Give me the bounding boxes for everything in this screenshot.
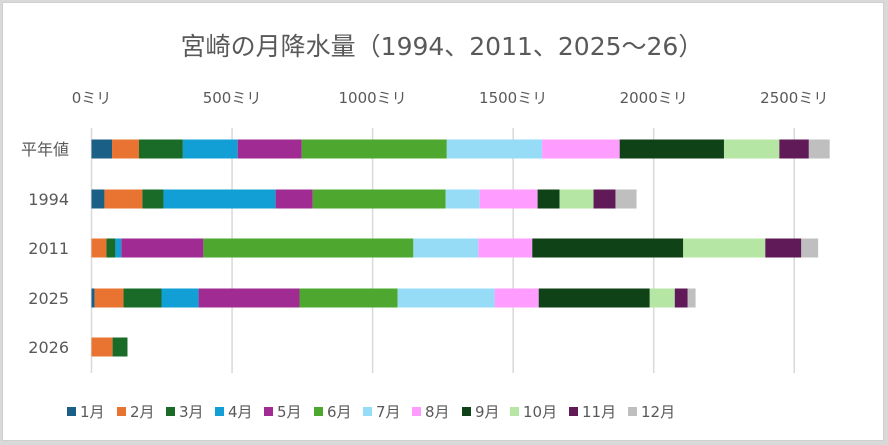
legend-swatch — [462, 407, 471, 416]
legend-label: 1月 — [80, 403, 105, 421]
bars — [91, 139, 830, 357]
legend-swatch — [166, 407, 175, 416]
legend-swatch — [314, 407, 323, 416]
bar-segment — [723, 139, 780, 159]
legend-swatch — [264, 407, 273, 416]
bar-segment — [538, 288, 650, 308]
y-axis-category-labels: 平年値 1994 2011 2025 2026 — [21, 140, 69, 357]
chart-title: 宮崎の月降水量（1994、2011、2025～26） — [181, 32, 704, 61]
bar-segment — [163, 189, 276, 209]
legend-label: 3月 — [179, 403, 204, 421]
bar-segment — [123, 288, 162, 308]
bar-segment — [494, 288, 539, 308]
bar-segment — [765, 238, 802, 258]
legend-swatch — [569, 407, 578, 416]
x-tick-label: 500ミリ — [203, 89, 262, 107]
bar-segment — [619, 139, 724, 159]
bar-segment — [446, 139, 543, 159]
bar-segment — [537, 189, 560, 209]
bar-segment — [542, 139, 620, 159]
bar-segment — [104, 189, 143, 209]
bar-segment — [397, 288, 495, 308]
legend-label: 4月 — [228, 403, 253, 421]
legend-swatch — [510, 407, 519, 416]
bar-segment — [91, 288, 95, 308]
bar-segment — [198, 288, 300, 308]
legend-label: 9月 — [475, 403, 500, 421]
bar-segment — [683, 238, 766, 258]
category-label: 1994 — [28, 190, 69, 209]
bar-segment — [182, 139, 238, 159]
legend-label: 6月 — [327, 403, 352, 421]
legend-label: 11月 — [582, 403, 616, 421]
bar-segment — [91, 189, 105, 209]
bar-segment — [91, 238, 107, 258]
bar-segment — [801, 238, 819, 258]
bar-segment — [121, 238, 204, 258]
bar-segment — [479, 189, 538, 209]
bar-segment — [94, 288, 124, 308]
legend-swatch — [117, 407, 126, 416]
bar-segment — [808, 139, 830, 159]
bar-segment — [161, 288, 199, 308]
legend-label: 2月 — [130, 403, 155, 421]
bar-segment — [478, 238, 533, 258]
bar-segment — [112, 139, 140, 159]
chart-svg: 宮崎の月降水量（1994、2011、2025～26） 0ミリ 500ミリ 1000ミ… — [21, 32, 830, 421]
bar-segment — [687, 288, 696, 308]
legend-label: 7月 — [376, 403, 401, 421]
x-axis-tick-labels: 0ミリ 500ミリ 1000ミリ 1500ミリ 2000ミリ 2500ミリ — [72, 89, 829, 107]
bar-segment — [559, 189, 594, 209]
bar-segment — [312, 189, 446, 209]
bar-segment — [139, 139, 183, 159]
bar-segment — [106, 238, 116, 258]
bar-segment — [115, 238, 122, 258]
legend-label: 10月 — [523, 403, 557, 421]
bar-segment — [674, 288, 688, 308]
bar-segment — [91, 337, 113, 357]
bar-segment — [301, 139, 447, 159]
x-tick-label: 0ミリ — [72, 89, 112, 107]
bar-segment — [142, 189, 164, 209]
bar-segment — [91, 139, 113, 159]
category-label: 2011 — [28, 239, 69, 258]
category-label: 平年値 — [21, 140, 69, 159]
bar-segment — [615, 189, 637, 209]
x-tick-label: 2000ミリ — [620, 89, 688, 107]
x-tick-label: 2500ミリ — [760, 89, 828, 107]
bar-segment — [532, 238, 684, 258]
bar-segment — [112, 337, 128, 357]
bar-segment — [275, 189, 313, 209]
bar-segment — [779, 139, 809, 159]
chart-frame: 宮崎の月降水量（1994、2011、2025～26） 0ミリ 500ミリ 1000ミ… — [2, 2, 884, 441]
bar-segment — [237, 139, 302, 159]
legend-swatch — [363, 407, 372, 416]
legend: 1月 2月 3月 4月 5月 6月 7月 8月 9月 10月 11月 12月 — [67, 403, 675, 421]
legend-swatch — [215, 407, 224, 416]
legend-label: 12月 — [641, 403, 675, 421]
category-label: 2026 — [28, 338, 69, 357]
bar-segment — [593, 189, 616, 209]
legend-swatch — [67, 407, 76, 416]
bar-segment — [649, 288, 675, 308]
x-tick-label: 1000ミリ — [339, 89, 407, 107]
legend-swatch — [412, 407, 421, 416]
bar-segment — [445, 189, 480, 209]
category-label: 2025 — [28, 289, 69, 308]
bar-segment — [203, 238, 414, 258]
bar-segment — [299, 288, 398, 308]
legend-swatch — [628, 407, 637, 416]
legend-label: 5月 — [277, 403, 302, 421]
legend-label: 8月 — [425, 403, 450, 421]
x-tick-label: 1500ミリ — [479, 89, 547, 107]
bar-segment — [413, 238, 479, 258]
